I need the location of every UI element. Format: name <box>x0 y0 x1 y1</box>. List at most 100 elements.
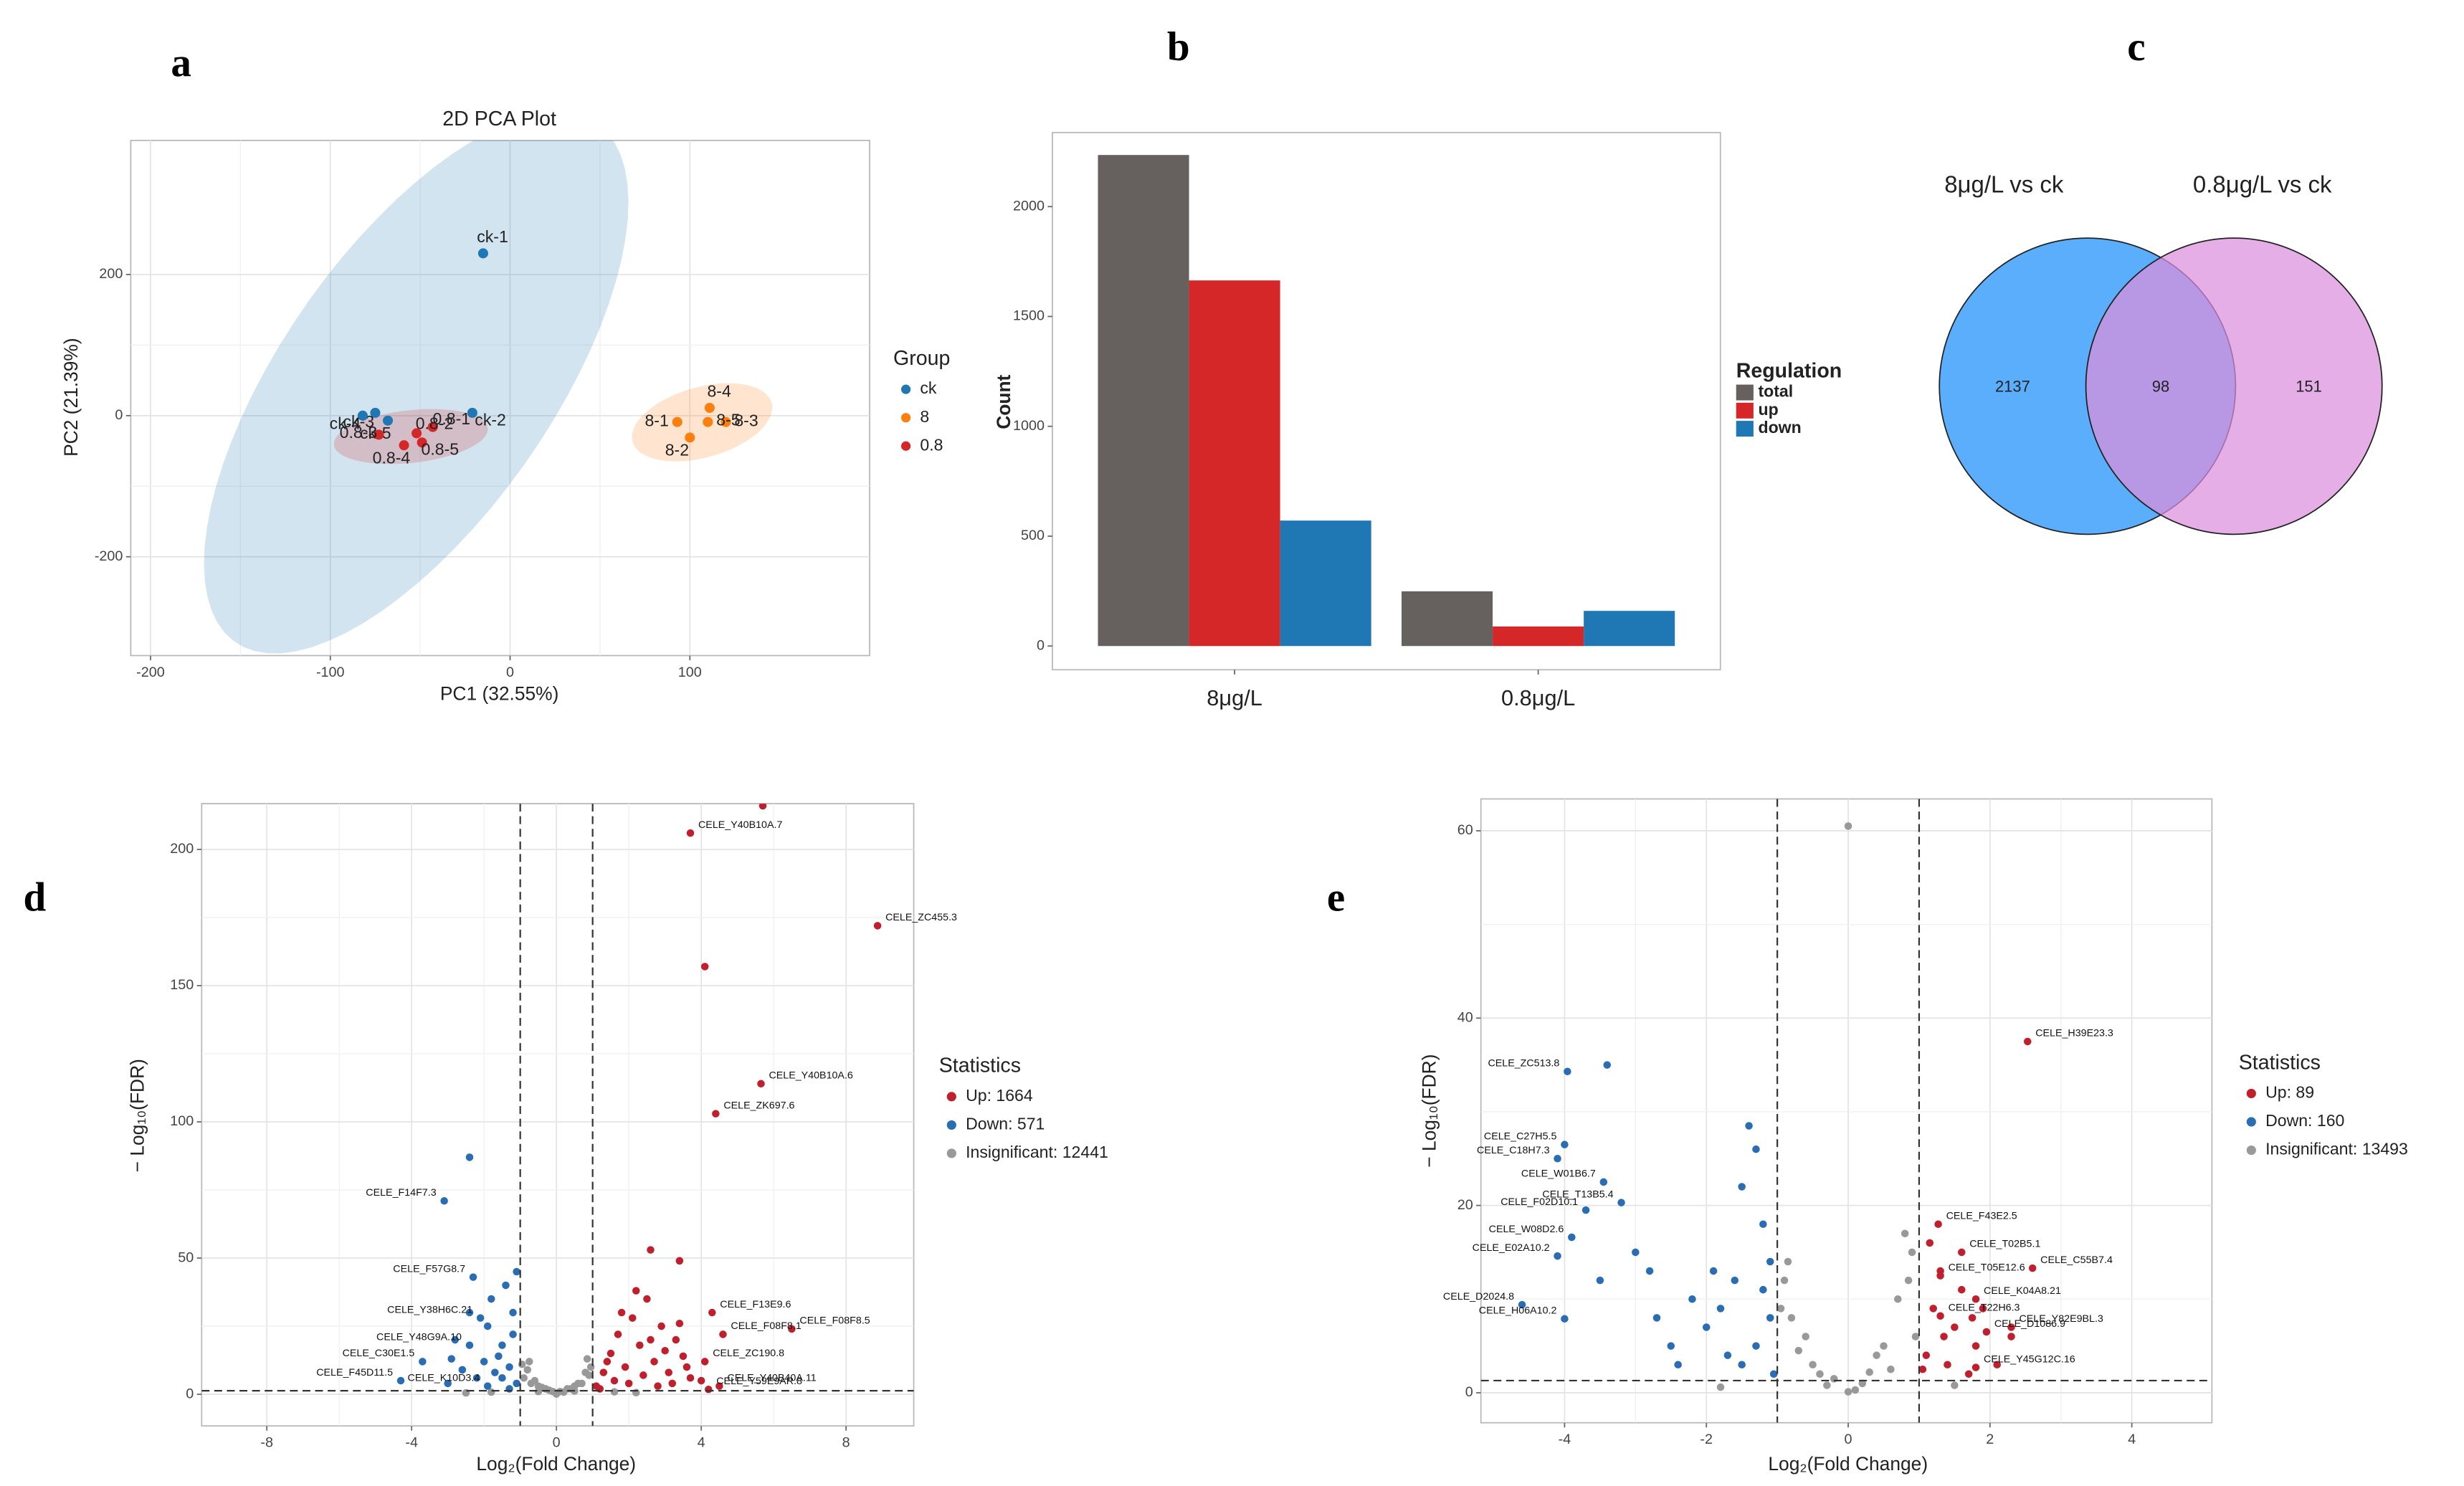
point <box>700 963 709 971</box>
point <box>1957 1248 1966 1257</box>
point <box>661 1346 669 1355</box>
plot-panel <box>1480 798 2213 1424</box>
point <box>607 1349 615 1358</box>
point-label: CELE_F43E2.5 <box>1946 1211 2017 1222</box>
legend-marker <box>946 1120 956 1130</box>
point <box>1581 1206 1590 1214</box>
point <box>1554 1154 1561 1163</box>
point <box>1723 1351 1732 1359</box>
x-axis-label: PC1 (32.55%) <box>440 682 559 704</box>
point <box>417 437 427 448</box>
point <box>603 1358 612 1366</box>
y-axis-label: PC2 (21.39%) <box>60 338 82 457</box>
point <box>487 1295 495 1303</box>
point <box>1561 1140 1569 1148</box>
y-tick-label: 0 <box>186 1386 194 1401</box>
venn-count: 98 <box>2152 378 2169 396</box>
point-label: CELE_Y45G12C.16 <box>1984 1353 2075 1365</box>
point <box>1766 1314 1774 1322</box>
point <box>1904 1276 1913 1285</box>
group-ellipse <box>204 140 629 654</box>
point-label: CELE_C18H7.3 <box>1477 1145 1550 1156</box>
point <box>1802 1333 1809 1340</box>
point-label: CELE_T13B5.4 <box>1542 1189 1613 1200</box>
legend-marker <box>901 413 911 423</box>
point <box>1780 1276 1789 1285</box>
point <box>498 1373 506 1382</box>
point <box>1759 1220 1767 1229</box>
venn-count: 151 <box>2296 378 2322 396</box>
point <box>617 1308 626 1317</box>
point <box>586 1363 595 1371</box>
point-label: CELE_ZC513.8 <box>1488 1058 1559 1070</box>
point <box>1603 1061 1612 1069</box>
point-label: CELE_Y40B10A.7 <box>698 819 782 831</box>
point <box>599 1368 608 1376</box>
point <box>1709 1267 1718 1275</box>
point <box>686 829 695 837</box>
point-label: 8-1 <box>644 411 668 430</box>
point <box>1951 1323 1959 1331</box>
point <box>1769 1370 1778 1378</box>
y-tick-label: 1000 <box>1013 418 1045 434</box>
point <box>720 416 731 427</box>
venn-count: 2137 <box>1995 378 2030 396</box>
point <box>1922 1351 1931 1359</box>
point-label: CELE_T22H6.3 <box>1949 1302 2020 1314</box>
y-tick-label: 40 <box>1457 1009 1473 1025</box>
point <box>1738 1183 1746 1191</box>
bar <box>1098 155 1189 647</box>
point-label: CELE_F14F7.3 <box>366 1187 436 1199</box>
x-tick-label: -2 <box>1700 1432 1713 1447</box>
point <box>483 1322 492 1330</box>
point <box>513 1267 520 1276</box>
point <box>525 1358 533 1366</box>
point <box>1745 1122 1753 1130</box>
point <box>412 428 422 439</box>
legend-label: up <box>1758 400 1778 419</box>
x-tick-label: -8 <box>260 1435 273 1451</box>
point <box>396 1376 405 1385</box>
legend-label: Insignificant: 13493 <box>2265 1140 2408 1158</box>
point <box>1518 1300 1526 1309</box>
point-label: CELE_D1086.9 <box>1994 1318 2065 1330</box>
point <box>1667 1342 1675 1350</box>
x-tick-label: 4 <box>698 1435 705 1451</box>
x-tick-label: 4 <box>2128 1432 2136 1447</box>
point <box>1844 822 1852 830</box>
point <box>636 1341 644 1349</box>
point-label: 8-2 <box>665 440 689 459</box>
point <box>647 1246 655 1254</box>
point <box>1702 1323 1711 1331</box>
venn-set <box>2085 237 2383 535</box>
point <box>703 416 713 427</box>
point <box>472 1373 481 1382</box>
legend-label: Up: 89 <box>2265 1083 2314 1102</box>
panel-letter: c <box>2127 24 2145 70</box>
point <box>1776 1305 1785 1313</box>
legend-label: Down: 160 <box>2265 1111 2344 1130</box>
point <box>534 1387 543 1396</box>
point <box>559 1388 568 1396</box>
x-tick-label: 2 <box>1986 1432 1994 1447</box>
point-label: 0.8-3 <box>340 423 378 442</box>
point <box>444 1379 452 1388</box>
point-label: CELE_D2024.8 <box>1443 1291 1514 1302</box>
legend-marker <box>946 1148 956 1158</box>
point <box>1645 1267 1654 1275</box>
point <box>1940 1333 1948 1340</box>
plot-area <box>1480 799 2212 1423</box>
point <box>643 1295 651 1303</box>
point <box>1971 1342 1980 1350</box>
point <box>1759 1285 1767 1294</box>
point <box>1887 1365 1895 1373</box>
point <box>581 1368 589 1376</box>
point <box>502 1281 510 1290</box>
point-label: CELE_F02D10.1 <box>1500 1196 1578 1208</box>
panel-letter: b <box>1167 24 1190 70</box>
point-label: CELE_Y48G9A.10 <box>376 1331 462 1343</box>
point <box>1968 1314 1977 1322</box>
point-label: CELE_T05E12.6 <box>1949 1262 2025 1273</box>
point <box>2028 1264 2037 1272</box>
x-tick-label: -4 <box>405 1435 418 1451</box>
